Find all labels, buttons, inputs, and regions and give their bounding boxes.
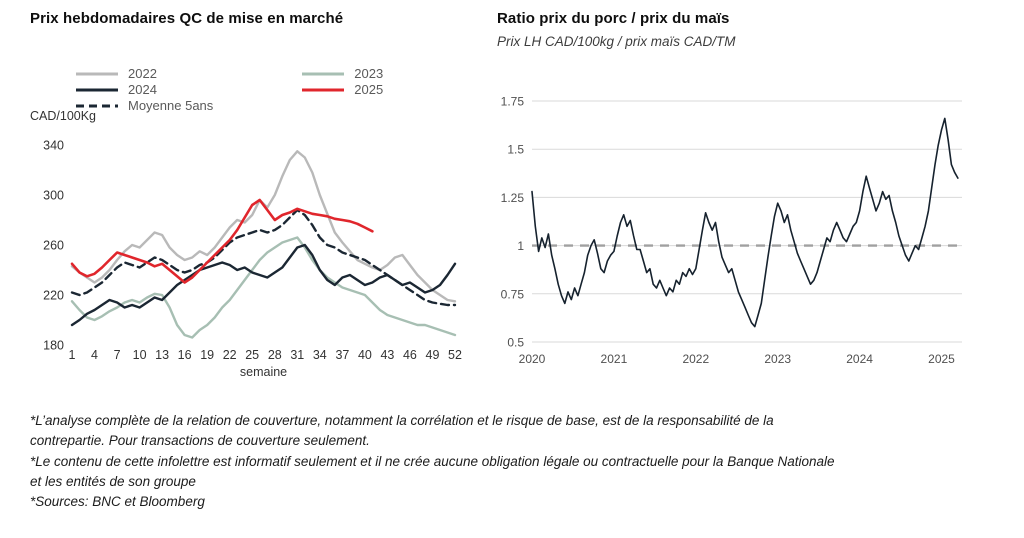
series-line-2022 <box>70 150 457 303</box>
y-tick-label: 1 <box>517 239 524 253</box>
x-tick-label: 28 <box>268 348 282 362</box>
x-tick-label: 16 <box>178 348 192 362</box>
legend-label: 2025 <box>354 82 384 97</box>
legend-item-2023: 2023 <box>301 66 383 81</box>
legend-label: 2022 <box>128 66 157 81</box>
legend-label: Moyenne 5ans <box>128 98 214 113</box>
y-axis-unit-label: CAD/100Kg <box>30 109 96 123</box>
ratio-chart-title: Ratio prix du porc / prix du maïs <box>497 10 730 27</box>
x-tick-label: 4 <box>91 348 98 362</box>
legend-column: 2023 2025 <box>301 66 383 113</box>
y-tick-label: 220 <box>43 289 64 303</box>
legend-column: 2022 2024 Moyenne 5ans <box>75 66 213 113</box>
x-tick-label: 19 <box>200 348 214 362</box>
x-tick-label: 40 <box>358 348 372 362</box>
x-tick-label: 2023 <box>764 352 791 366</box>
x-tick-label: 2025 <box>928 352 955 366</box>
x-tick-label: 10 <box>133 348 147 362</box>
series-line-2023 <box>70 236 457 339</box>
x-tick-label: 2024 <box>846 352 873 366</box>
y-tick-label: 1.75 <box>501 95 525 109</box>
legend-item-moyenne-5ans: Moyenne 5ans <box>75 98 213 113</box>
series-line-2025 <box>70 198 374 284</box>
x-tick-label: 2020 <box>519 352 546 366</box>
x-tick-label: 25 <box>245 348 259 362</box>
ratio-chart-svg: 0.5 0.75 1 1.25 1.5 1.75 2020 2021 2022 2023 2024 2… <box>501 95 962 366</box>
x-axis-label: semaine <box>240 365 287 379</box>
y-tick-label: 0.5 <box>507 336 524 350</box>
x-tick-label: 43 <box>380 348 394 362</box>
y-tick-label: 300 <box>43 189 64 203</box>
x-tick-label: 52 <box>448 348 462 362</box>
legend-item-2022: 2022 <box>75 66 213 81</box>
x-tick-label: 49 <box>426 348 440 362</box>
x-tick-label: 34 <box>313 348 327 362</box>
x-tick-label: 22 <box>223 348 237 362</box>
x-tick-label: 1 <box>69 348 76 362</box>
weekly-price-chart-title: Prix hebdomadaires QC de mise en marché <box>30 10 344 27</box>
series-line-2024 <box>70 243 457 327</box>
legend-swatch-moyenne-5ans <box>76 104 118 107</box>
x-tick-label: 37 <box>335 348 349 362</box>
footnotes: *L’analyse complète de la relation de co… <box>30 411 835 512</box>
legend-label: 2023 <box>354 66 384 81</box>
y-tick-label: 1.25 <box>501 191 525 205</box>
x-tick-label: 31 <box>290 348 304 362</box>
weekly-price-legend: 2022 2024 Moyenne 5ans 2023 2025 <box>75 66 383 113</box>
legend-label: 2024 <box>128 82 157 97</box>
series-line-ratio-porc-maïs <box>531 117 959 328</box>
y-tick-label: 1.5 <box>507 143 524 157</box>
y-tick-label: 180 <box>43 339 64 353</box>
x-tick-label: 13 <box>155 348 169 362</box>
legend-swatch-2023 <box>302 72 345 75</box>
legend-swatch-2025 <box>302 88 345 91</box>
footnote-line: *Le contenu de cette infolettre est info… <box>30 453 835 489</box>
y-tick-label: 340 <box>43 139 64 153</box>
ratio-chart-subtitle: Prix LH CAD/100kg / prix maïs CAD/TM <box>497 34 736 49</box>
footnote-line: *Sources: BNC et Bloomberg <box>30 494 205 509</box>
x-tick-label: 2022 <box>682 352 709 366</box>
x-tick-label: 2021 <box>601 352 628 366</box>
y-tick-label: 260 <box>43 239 64 253</box>
legend-item-2025: 2025 <box>301 82 383 97</box>
legend-swatch-2024 <box>76 88 118 91</box>
weekly-price-chart-svg: 180 220 260 300 340 1 4 7 10 13 16 19 22 25 28 31 34 37 40… <box>30 109 462 379</box>
legend-item-2024: 2024 <box>75 82 213 97</box>
y-tick-label: 0.75 <box>501 287 525 301</box>
x-tick-label: 46 <box>403 348 417 362</box>
footnote-line: *L’analyse complète de la relation de co… <box>30 413 774 449</box>
legend-swatch-2022 <box>76 72 118 75</box>
x-tick-label: 7 <box>114 348 121 362</box>
